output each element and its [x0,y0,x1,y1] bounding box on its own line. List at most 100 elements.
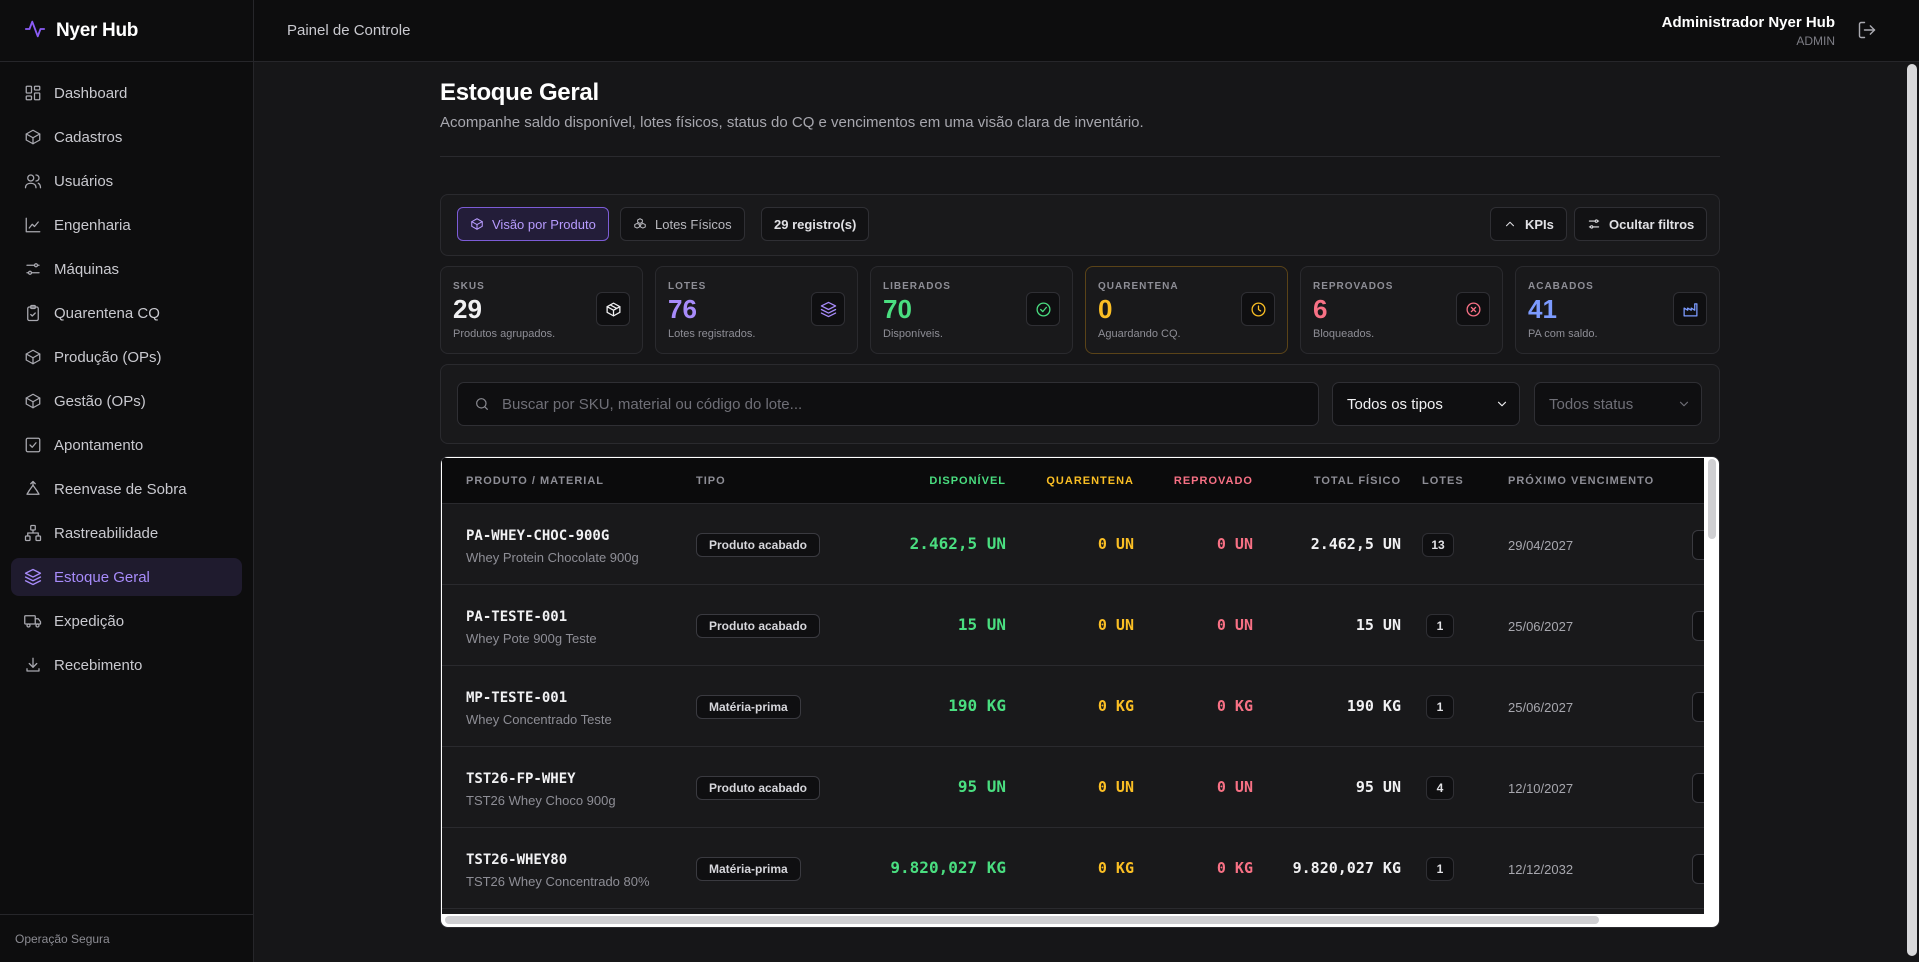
stock-table: PRODUTO / MATERIAL TIPO DISPONÍVEL QUARE… [440,456,1720,928]
brand[interactable]: Nyer Hub [0,0,253,62]
recycle-icon [26,480,40,495]
kpi-label: LOTES [668,281,707,292]
hide-filters-button[interactable]: Ocultar filtros [1574,207,1708,241]
kpi-card-liberados: LIBERADOS 70 Disponíveis. [870,266,1073,354]
sidebar-item-gestao[interactable]: Gestão (OPs) [11,382,242,420]
sidebar-item-label: Cadastros [54,128,123,146]
table-row[interactable]: PA-TESTE-001 Whey Pote 900g Teste Produt… [442,585,1704,666]
row-sku: TST26-FP-WHEY [466,771,576,787]
box-icon [25,349,41,365]
row-sku: MP-TESTE-001 [466,690,568,706]
row-quarantine: 0 UN [1097,616,1134,634]
header-total: TOTAL FÍSICO [1313,475,1401,487]
row-total: 9.820,027 KG [1292,859,1401,877]
sidebar-item-cadastros[interactable]: Cadastros [11,118,242,156]
sidebar-item-usuarios[interactable]: Usuários [11,162,242,200]
row-available: 2.462,5 UN [909,534,1006,553]
kpi-label: LIBERADOS [883,281,951,292]
view-product-label: Visão por Produto [492,216,596,232]
view-lots-button[interactable]: Lotes Físicos [620,207,745,241]
kpi-value: 76 [668,294,697,324]
table-row[interactable]: TST26-WHEY80 TST26 Whey Concentrado 80% … [442,828,1704,909]
row-action-button[interactable] [1692,773,1704,803]
search-icon [476,398,488,410]
row-total: 15 UN [1355,616,1401,634]
box-icon [471,218,483,230]
row-rejected: 0 KG [1216,859,1253,877]
activity-icon [24,18,46,43]
factory-icon [1673,292,1707,326]
table-horizontal-scrollbar[interactable] [445,916,1599,924]
divider [440,156,1720,157]
sidebar-item-quarentena-cq[interactable]: Quarentena CQ [11,294,242,332]
sidebar-item-reenvase[interactable]: Reenvase de Sobra [11,470,242,508]
table-vertical-scrollbar[interactable] [1708,459,1716,539]
users-icon [24,174,42,189]
row-desc: Whey Pote 900g Teste [466,631,597,646]
table-row[interactable]: TST26-FP-WHEY TST26 Whey Choco 900g Prod… [442,747,1704,828]
sidebar-item-maquinas[interactable]: Máquinas [11,250,242,288]
sidebar-item-expedicao[interactable]: Expedição [11,602,242,640]
row-desc: Whey Concentrado Teste [466,712,612,727]
row-quarantine: 0 UN [1097,778,1134,796]
row-sku: PA-WHEY-CHOC-900G [466,528,610,544]
header-quarantine: QUARENTENA [1046,475,1134,487]
kpi-desc: Produtos agrupados. [453,328,556,340]
table-row[interactable]: MP-TESTE-001 Whey Concentrado Teste Maté… [442,666,1704,747]
kpi-value: 0 [1098,294,1113,324]
sidebar-item-rastreabilidade[interactable]: Rastreabilidade [11,514,242,552]
sidebar-item-dashboard[interactable]: Dashboard [11,74,242,112]
kpi-desc: Disponíveis. [883,328,943,340]
kpi-desc: PA com saldo. [1528,328,1598,340]
kpi-card-quarentena: QUARENTENA 0 Aguardando CQ. [1085,266,1288,354]
sidebar-item-label: Usuários [54,172,114,190]
sidebar-item-producao[interactable]: Produção (OPs) [11,338,242,376]
chevron-up-icon [1505,221,1515,227]
topbar: Painel de Controle Administrador Nyer Hu… [254,0,1919,62]
table-row[interactable]: PA-WHEY-CHOC-900G Whey Protein Chocolate… [442,504,1704,585]
row-rejected: 0 KG [1216,697,1253,715]
sidebar-item-label: Produção (OPs) [54,348,162,366]
row-lots: 1 [1426,695,1454,719]
dashboard-icon [25,85,41,101]
row-action-button[interactable] [1692,692,1704,722]
header-product: PRODUTO / MATERIAL [466,475,604,487]
page-scrollbar[interactable] [1905,62,1919,962]
row-quarantine: 0 UN [1097,535,1134,553]
row-total: 95 UN [1355,778,1401,796]
sidebar-item-estoque-geral[interactable]: Estoque Geral [11,558,242,596]
view-product-button[interactable]: Visão por Produto [457,207,609,241]
sidebar-item-apontamento[interactable]: Apontamento [11,426,242,464]
kpi-cards: SKUS 29 Produtos agrupados. LOTES 76 Lot… [440,266,1720,354]
search-box[interactable] [457,382,1319,426]
row-lots: 1 [1426,614,1454,638]
row-action-button[interactable] [1692,530,1704,560]
type-select[interactable]: Todos os tipos [1332,382,1520,426]
sidebar-item-label: Engenharia [54,216,131,234]
type-badge: Produto acabado [696,533,821,557]
row-action-button[interactable] [1692,854,1704,884]
kpi-label: SKUS [453,281,485,292]
kpi-desc: Bloqueados. [1313,328,1375,340]
box-icon [25,129,41,145]
search-input[interactable] [502,395,1302,413]
package-icon [596,292,630,326]
logout-button[interactable] [1857,20,1879,42]
status-select[interactable]: Todos status [1534,382,1702,426]
row-action-button[interactable] [1692,611,1704,641]
user-info: Administrador Nyer Hub ADMIN [1662,14,1835,48]
header-expiry: PRÓXIMO VENCIMENTO [1508,475,1655,487]
chart-icon [25,217,41,233]
sidebar-item-recebimento[interactable]: Recebimento [11,646,242,684]
sliders-icon [1588,219,1600,229]
page-title: Estoque Geral [440,79,599,106]
sidebar-nav: Dashboard Cadastros Usuários Engenharia … [0,62,253,684]
row-quarantine: 0 KG [1097,697,1134,715]
sidebar-item-engenharia[interactable]: Engenharia [11,206,242,244]
page-scrollbar-thumb[interactable] [1907,64,1917,956]
sidebar-item-label: Recebimento [54,656,143,674]
filters-panel: Todos os tipos Todos status [440,364,1720,444]
download-icon [26,657,40,672]
kpis-toggle-button[interactable]: KPIs [1490,207,1567,241]
row-total: 2.462,5 UN [1310,535,1401,553]
